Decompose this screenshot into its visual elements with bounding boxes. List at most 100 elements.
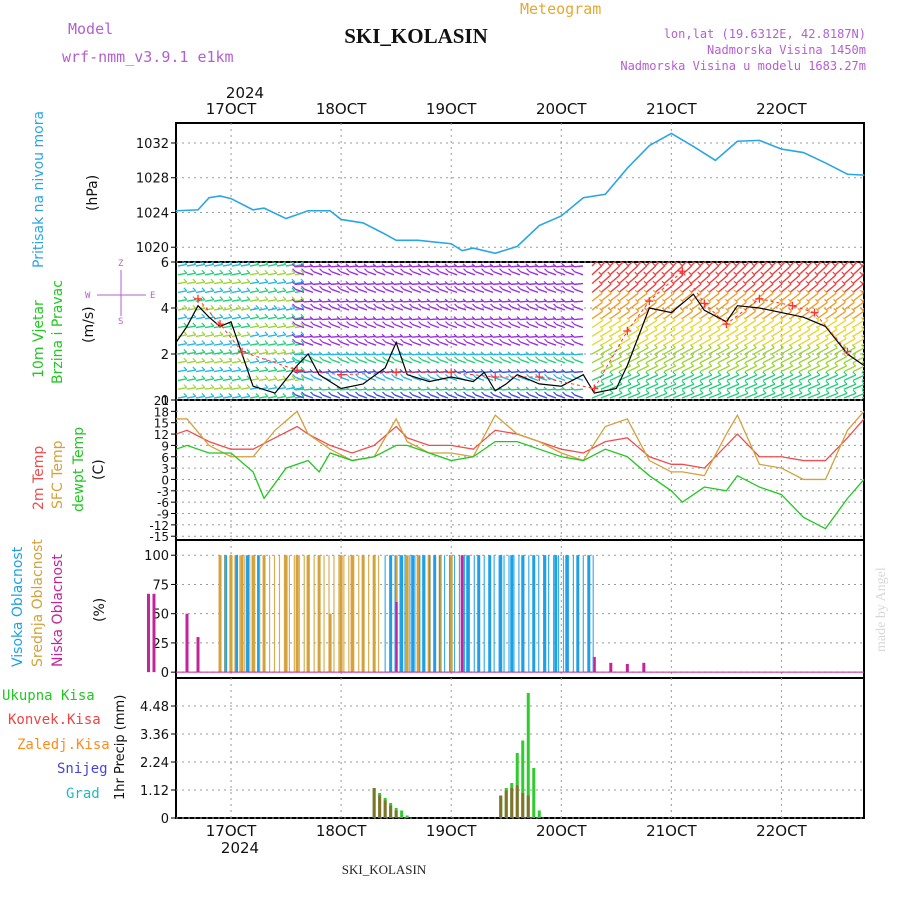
- wind-barb: [276, 272, 286, 276]
- cloud-low-bar: [592, 656, 596, 673]
- wind-barb: [699, 262, 706, 267]
- wind-barb: [454, 321, 458, 325]
- wind-barb: [744, 274, 756, 285]
- wind-barb: [823, 262, 828, 267]
- wind-barb: [565, 394, 575, 399]
- wind-barb: [376, 359, 386, 364]
- wind-barb: [300, 298, 305, 303]
- wind-barb: [373, 338, 377, 343]
- wind-barb: [474, 300, 485, 303]
- wind-barb: [210, 269, 215, 274]
- wind-barb: [798, 319, 811, 329]
- wind-barb: [348, 265, 359, 268]
- wind-barb: [300, 322, 305, 327]
- wind-barb: [499, 391, 503, 396]
- wind-barb: [573, 265, 584, 268]
- wind-barb: [327, 280, 332, 285]
- wind-barb: [607, 280, 612, 285]
- wind-barb: [609, 301, 621, 311]
- wind-barb: [832, 271, 837, 276]
- wind-barb: [219, 296, 224, 301]
- wind-barb: [618, 265, 630, 276]
- wind-barb: [699, 371, 704, 376]
- wind-barb: [373, 321, 377, 325]
- wind-barb: [555, 353, 566, 356]
- wind-barb: [591, 356, 604, 364]
- wind-barb: [402, 282, 413, 286]
- wind-barb: [556, 288, 566, 294]
- wind-barb: [346, 321, 350, 325]
- wind-barb: [670, 262, 675, 267]
- wind-barb: [618, 362, 623, 367]
- wind-barb: [807, 374, 821, 382]
- wind-barb: [340, 376, 350, 382]
- cloud-mid-bar: [251, 555, 255, 673]
- wind-barb: [752, 344, 757, 349]
- wind-barb: [546, 300, 557, 303]
- wind-barb: [571, 321, 575, 325]
- wind-barb: [653, 298, 657, 303]
- wind-barb: [213, 263, 223, 267]
- wind-barb: [436, 356, 440, 361]
- wind-barb: [300, 386, 305, 391]
- wind-barb: [681, 392, 695, 399]
- wind-barb: [825, 380, 830, 385]
- wind-barb: [258, 360, 268, 364]
- wind-barb: [645, 383, 659, 390]
- wind-barb: [663, 274, 675, 285]
- wind-barb: [255, 278, 260, 283]
- wind-barb: [294, 318, 305, 321]
- wind-barb: [322, 271, 332, 276]
- wind-barb: [735, 392, 749, 399]
- wind-barb: [681, 262, 688, 267]
- gust-marker: [392, 368, 401, 377]
- wind-barb: [663, 292, 675, 302]
- wind-barb: [516, 333, 521, 338]
- wind-barb: [780, 301, 792, 311]
- wind-barb: [267, 307, 277, 311]
- wind-barb: [501, 282, 512, 286]
- wind-barb: [552, 386, 557, 391]
- wind-barb: [312, 335, 323, 338]
- wind-barb: [825, 389, 830, 394]
- wind-barb: [680, 298, 684, 303]
- wind-barb: [771, 292, 783, 302]
- wind-barb: [310, 338, 314, 343]
- wind-barb: [843, 265, 855, 276]
- wind-barb: [780, 292, 792, 302]
- wind-barb: [708, 301, 720, 311]
- wind-barb: [303, 265, 314, 268]
- wind-barb: [427, 268, 431, 273]
- wind-barb: [418, 303, 422, 308]
- wind-barb: [699, 337, 712, 346]
- wind-barb: [565, 359, 575, 364]
- wind-barb: [375, 335, 386, 338]
- wind-barb: [363, 316, 368, 321]
- wind-barb: [653, 335, 658, 340]
- wind-barb: [537, 335, 548, 338]
- wind-barb: [815, 317, 820, 321]
- wind-barb: [564, 388, 575, 391]
- pressure-point: [560, 215, 562, 217]
- legend-snow: Snijeg: [57, 761, 108, 777]
- wind-barb: [331, 394, 341, 399]
- wind-barb: [231, 307, 241, 311]
- wind-barb: [364, 303, 368, 308]
- wind-barb: [204, 395, 214, 399]
- wind-barb: [726, 283, 738, 293]
- wind-barb: [744, 347, 757, 355]
- wind-barb: [635, 326, 640, 330]
- wind-barb: [445, 285, 449, 290]
- wind-barb: [715, 254, 718, 257]
- wind-barb: [489, 316, 494, 321]
- wind-barb: [519, 282, 530, 286]
- wind-barb: [627, 353, 631, 358]
- wind-barb: [186, 342, 196, 346]
- wind-barb: [635, 298, 639, 303]
- wind-barb: [331, 306, 341, 311]
- wind-barb: [285, 307, 295, 311]
- wind-barb: [436, 338, 440, 343]
- wind-barb: [852, 347, 864, 355]
- wind-barb: [411, 282, 422, 286]
- wind-barb: [457, 271, 467, 276]
